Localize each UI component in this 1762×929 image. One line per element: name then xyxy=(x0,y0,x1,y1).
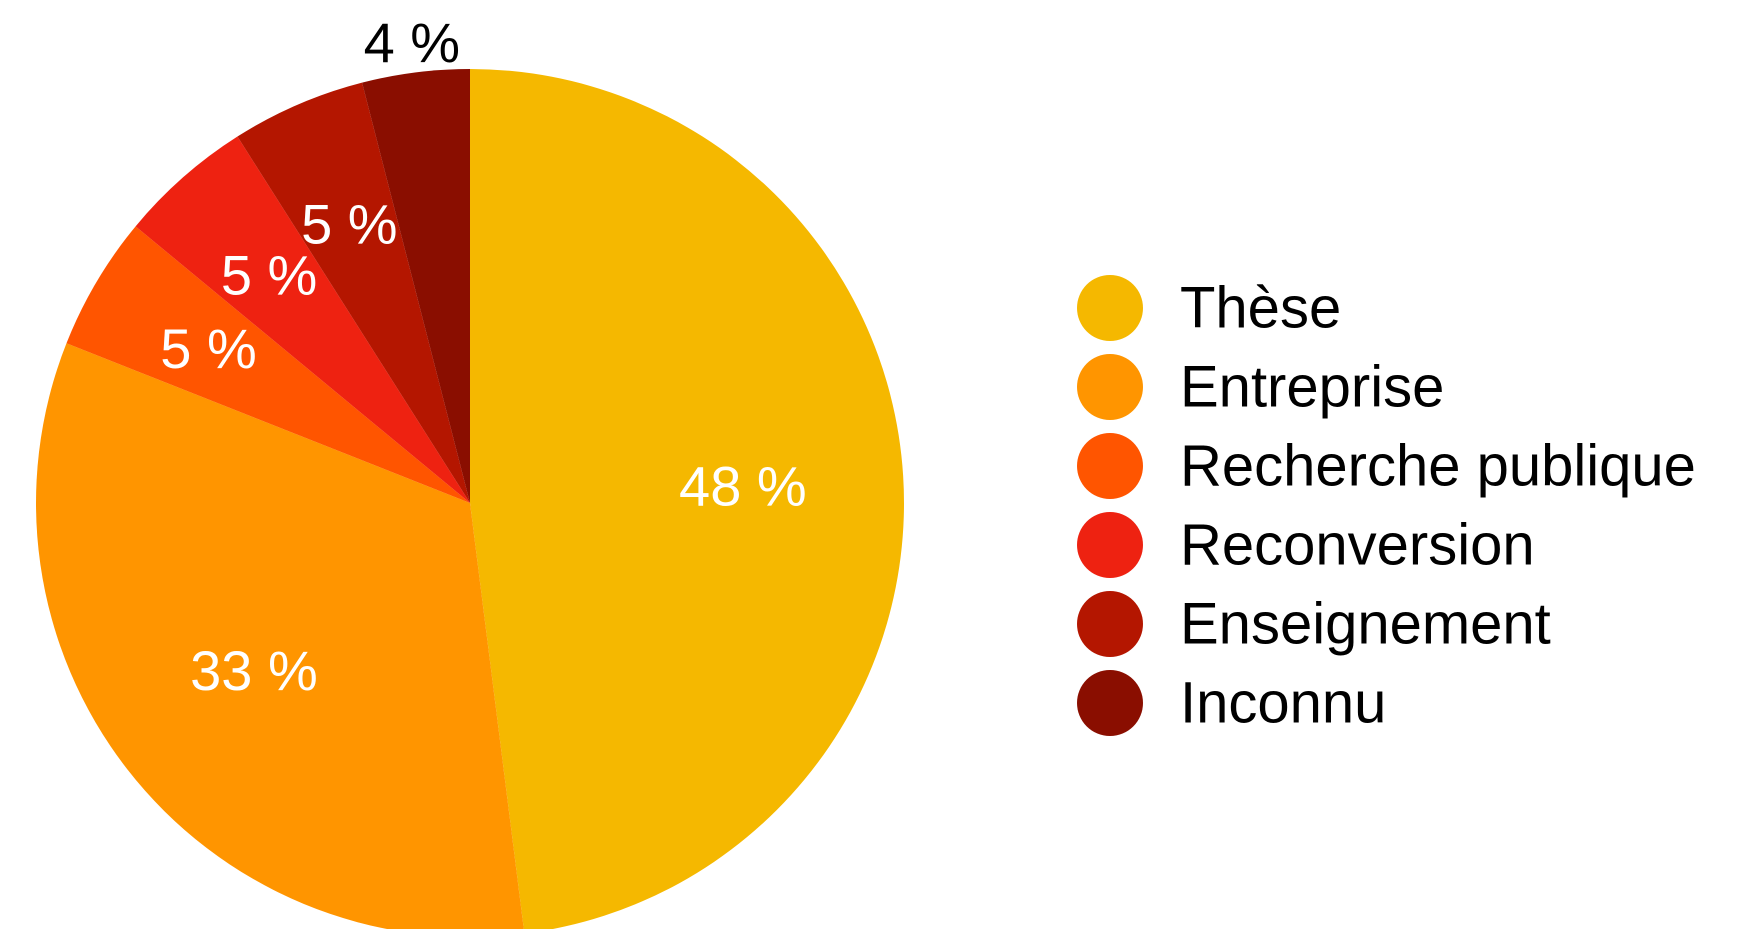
pie-slice-1 xyxy=(36,343,524,929)
legend-swatch-5 xyxy=(1077,670,1143,736)
legend-label-4: Enseignement xyxy=(1180,592,1551,657)
legend-swatch-1 xyxy=(1077,354,1143,420)
slice-label-3: 5 % xyxy=(221,244,318,307)
slice-label-0: 48 % xyxy=(679,454,807,517)
slice-label-5: 4 % xyxy=(364,11,461,74)
slice-label-1: 33 % xyxy=(190,639,318,702)
pie-slice-3 xyxy=(135,136,470,503)
legend-label-1: Entreprise xyxy=(1180,355,1444,420)
legend-label-2: Recherche publique xyxy=(1180,434,1696,499)
slice-labels: 48 %33 %5 %5 %5 %4 % xyxy=(160,11,806,702)
legend-swatch-3 xyxy=(1077,512,1143,578)
legend-label-5: Inconnu xyxy=(1180,671,1386,736)
legend-label-0: Thèse xyxy=(1180,276,1341,341)
pie-slice-4 xyxy=(237,82,470,503)
legend-swatch-0 xyxy=(1077,275,1143,341)
pie-slices xyxy=(36,69,904,929)
pie-slice-0 xyxy=(470,69,904,929)
legend: Thèse Entreprise Recherche publique Reconve… xyxy=(1077,275,1696,736)
slice-label-2: 5 % xyxy=(160,317,257,380)
legend-label-3: Reconversion xyxy=(1180,513,1535,578)
legend-swatch-4 xyxy=(1077,591,1143,657)
legend-swatch-2 xyxy=(1077,433,1143,499)
pie-slice-2 xyxy=(66,226,471,504)
pie-slice-5 xyxy=(362,69,470,503)
slice-label-4: 5 % xyxy=(301,193,398,256)
